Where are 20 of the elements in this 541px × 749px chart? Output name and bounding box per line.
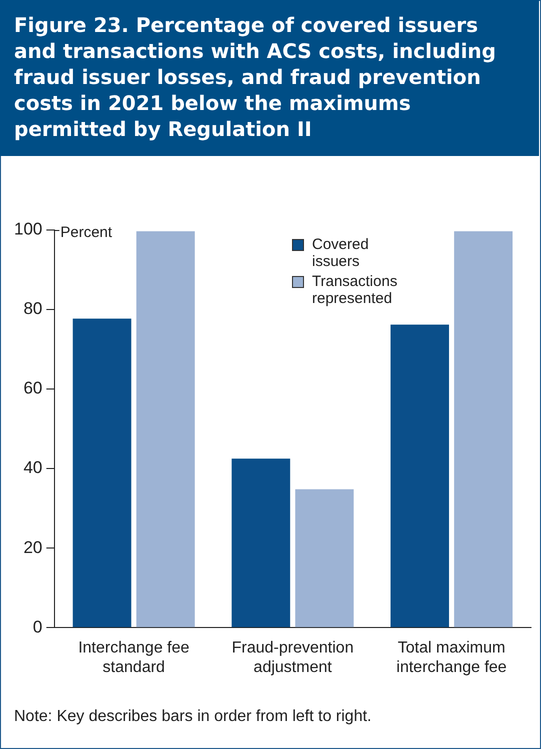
bar (295, 489, 354, 628)
y-tick-label: 40 (23, 458, 42, 478)
y-tick-label: 100 (14, 220, 42, 239)
x-tick-label: Total maximum interchange fee (396, 640, 507, 676)
y-tick-label: 60 (23, 378, 42, 398)
bar (136, 231, 195, 628)
legend-label: Covered issuers (312, 236, 369, 270)
x-tick-label: Interchange fee standard (78, 640, 190, 676)
legend-label: Transactions represented (312, 273, 398, 307)
bar (232, 458, 290, 628)
text: Note: Key describes bars in order from left to right. (14, 708, 372, 726)
bar (390, 324, 450, 628)
x-tick-label: Fraud-prevention adjustment (232, 640, 354, 676)
y-axis-title: Percent (60, 224, 113, 242)
chart-title: Figure 23. Percentage of covered issuers and transactions with ACS costs, including fraud issuer losses, and fraud prevention costs in 2021 below the maximums permitted by Regulation II (0, 0, 539, 156)
y-tick-label: 20 (23, 538, 42, 557)
bar (72, 318, 132, 628)
y-tick-label: 0 (32, 617, 42, 636)
y-tick-label: 80 (23, 299, 42, 318)
bar (454, 231, 513, 628)
